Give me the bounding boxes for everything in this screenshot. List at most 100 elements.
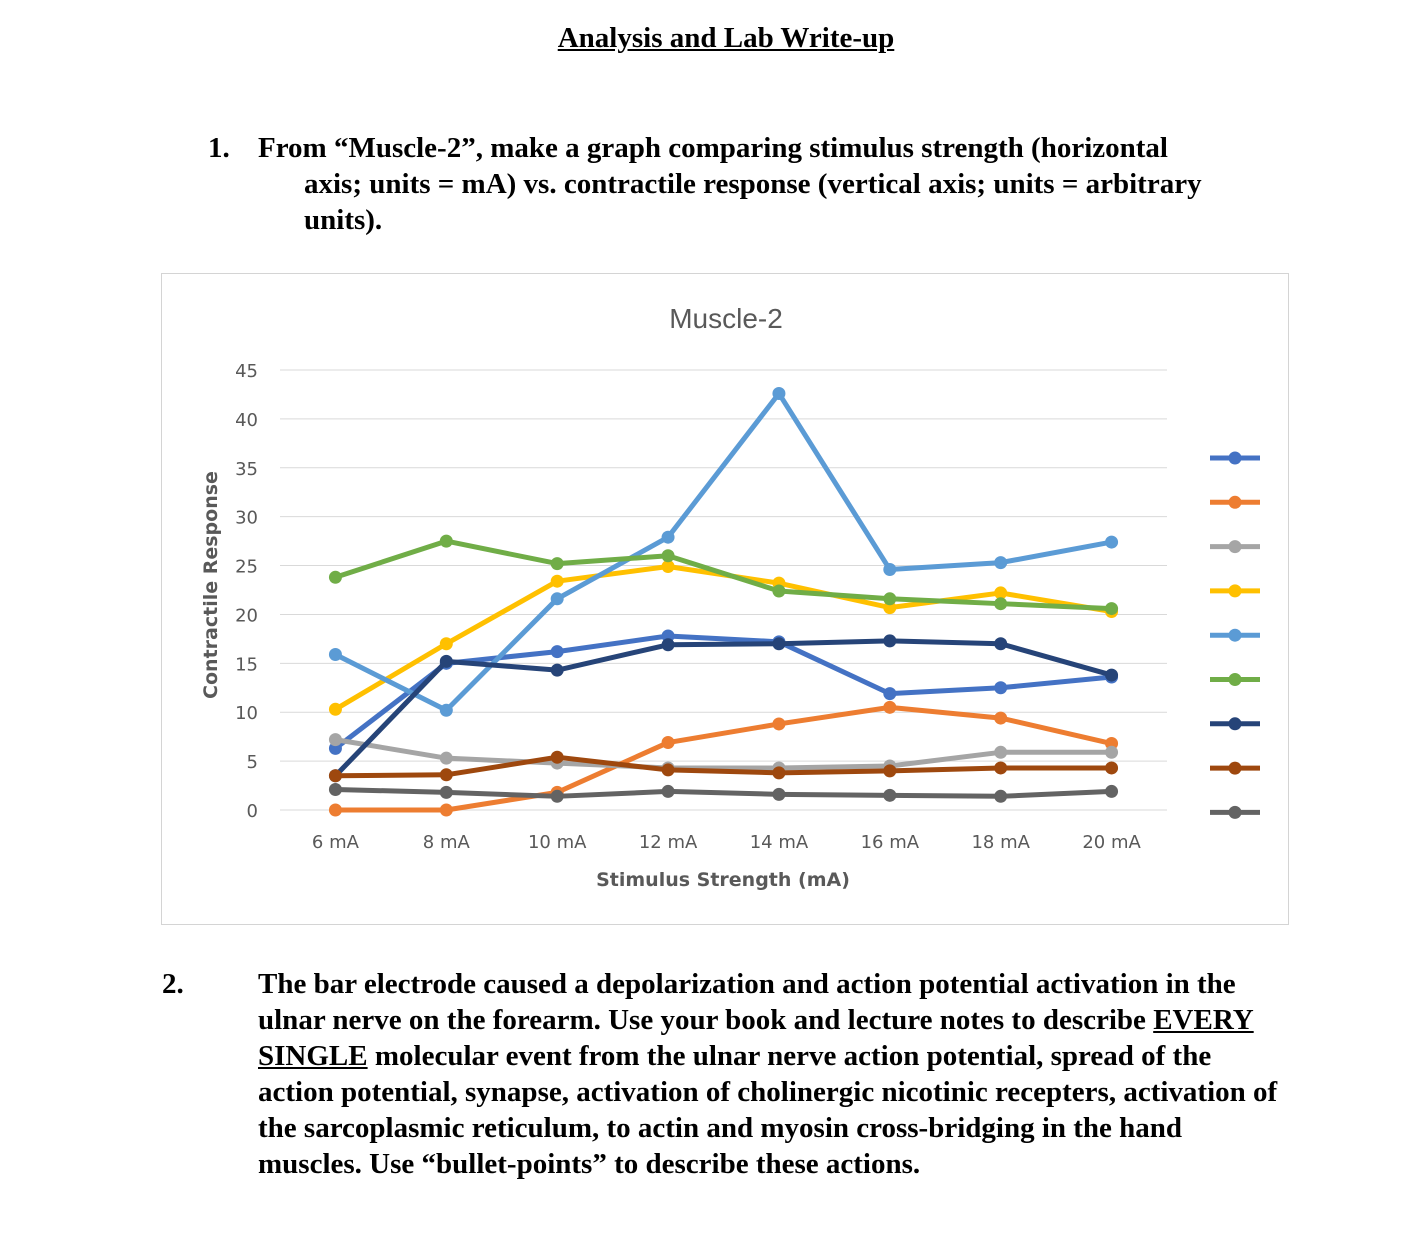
series-5-point [772,386,786,400]
series-7-line [332,638,1115,779]
legend-swatch-marker [1228,584,1242,598]
series-2-line [332,704,1115,813]
y-tick-label: 30 [235,508,258,529]
series-9-line [332,786,1115,799]
x-tick-label: 12 mA [639,832,698,853]
question-1-number: 1. [208,132,230,164]
series-9-point [994,789,1008,803]
y-tick-label: 0 [247,801,258,822]
legend-swatch-marker [1228,540,1242,554]
legend-swatch-marker [1228,628,1242,642]
y-tick-label: 25 [235,557,258,578]
series-1-point [550,645,564,659]
series-7-point [439,654,453,668]
series-5-point [883,562,897,576]
y-tick-label: 5 [247,752,258,773]
series-3-point [994,745,1008,759]
series-5 [328,386,1119,717]
legend-swatch-marker [1228,495,1242,509]
series-2-point [772,717,786,731]
y-tick-label: 20 [235,605,258,626]
series-6-point [550,557,564,571]
series-2-point [883,700,897,714]
x-axis-label: Stimulus Strength (mA) [596,869,850,891]
x-tick-label: 14 mA [750,832,809,853]
question-1-continuation: axis; units = mA) vs. contractile respon… [304,166,1304,238]
series-8-point [328,769,342,783]
series-7-point [772,637,786,651]
x-tick-label: 10 mA [528,832,587,853]
series-5-point [661,530,675,544]
series-9-point [1105,784,1119,798]
chart-frame: Muscle-2 0 5 10 15 20 25 30 35 40 45 6 mA 8 mA 10 m… [161,273,1289,925]
legend-entry-3 [1210,540,1260,554]
legend-entry-5 [1210,628,1260,642]
series-4-point [994,586,1008,600]
series-8-point [550,750,564,764]
question-1-line-2: axis; units = mA) vs. contractile respon… [304,168,1202,200]
series-3-line [332,737,1115,771]
series-8-point [883,764,897,778]
x-tick-label: 18 mA [971,832,1030,853]
series-9-point [328,782,342,796]
series-7-point [883,634,897,648]
gridlines [280,369,1167,811]
series-8-point [439,768,453,782]
series-9 [328,782,1119,803]
series-2-point [328,803,342,817]
series-4-point [439,637,453,651]
question-2-body: The bar electrode caused a depolarizatio… [258,966,1288,1182]
series-9-point [772,787,786,801]
series-1-point [994,681,1008,695]
series-5-point [550,592,564,606]
series-5-point [439,703,453,717]
series-9-point [661,784,675,798]
legend-entry-6 [1210,673,1260,686]
question-2-number: 2. [162,968,184,1000]
series-1-point [883,687,897,701]
legend-entry-2 [1210,495,1260,509]
series-2-point [994,711,1008,725]
series-2-point [661,736,675,750]
series-8-point [661,763,675,777]
series-6-point [994,597,1008,611]
series-7-point [994,637,1008,651]
series-6 [328,534,1119,616]
question-2-emphasis: EVERY SINGLE [258,1004,1254,1072]
question-2-text-after: molecular event from the ulnar nerve act… [258,1040,1278,1180]
series-7-point [1105,668,1119,682]
question-1-line-1: From “Muscle-2”, make a graph comparing … [258,132,1168,164]
series-5-point [1105,535,1119,549]
series-5-point [328,648,342,662]
series-8-point [994,761,1008,775]
series-4-point [550,574,564,588]
x-tick-labels: 6 mA 8 mA 10 mA 12 mA 14 mA 16 mA 18 mA 20 mA [312,832,1142,853]
y-axis-label: Contractile Response [200,471,222,699]
series-lines [328,386,1119,817]
muscle-2-chart: Muscle-2 0 5 10 15 20 25 30 35 40 45 6 mA 8 mA 10 m… [200,303,1260,891]
series-3-point [1105,745,1119,759]
series-3-point [328,733,342,747]
series-3-point [439,751,453,765]
y-tick-label: 40 [235,410,258,431]
legend-swatch-marker [1228,717,1242,731]
series-8-point [1105,761,1119,775]
y-tick-label: 45 [235,361,258,382]
series-6-point [883,592,897,606]
legend-swatch-marker [1228,451,1242,465]
series-5-line [332,390,1115,713]
question-1-line-3: units). [304,204,383,236]
legend-entry-8 [1210,761,1260,775]
y-tick-label: 15 [235,654,258,675]
legend [1210,451,1260,819]
x-tick-label: 6 mA [312,832,360,853]
series-6-point [772,584,786,598]
x-tick-label: 20 mA [1082,832,1141,853]
y-tick-labels: 0 5 10 15 20 25 30 35 40 45 [235,361,258,822]
series-9-point [883,788,897,802]
legend-swatch-marker [1228,805,1242,819]
document-title: Analysis and Lab Write-up [557,22,895,54]
series-4-point [328,702,342,716]
y-tick-label: 35 [235,459,258,480]
legend-entry-9 [1210,805,1260,819]
